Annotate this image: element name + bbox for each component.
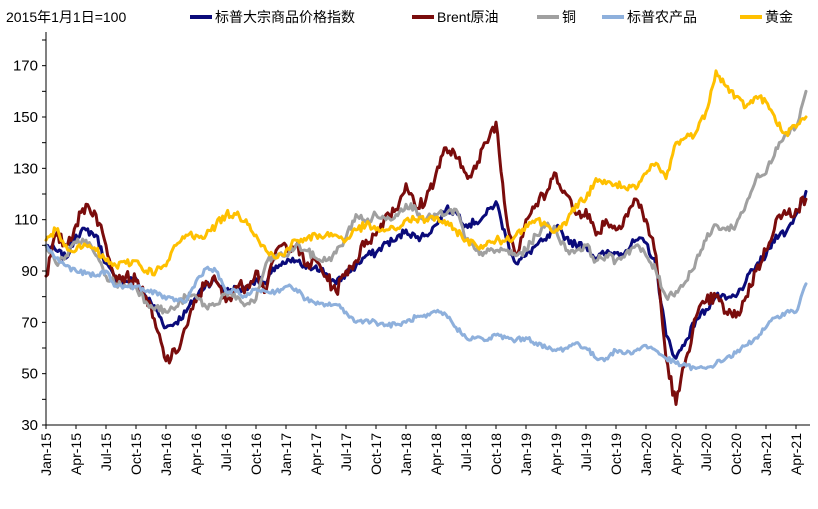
x-tick-label: Oct-16 [248,433,264,475]
y-tick-label: 70 [21,314,38,331]
y-tick-label: 90 [21,263,38,280]
legend-label-2: 铜 [562,9,576,25]
x-tick-label: Jul-19 [578,433,594,471]
y-tick-label: 150 [13,109,38,126]
legend-label-4: 黄金 [765,9,793,25]
y-tick-label: 30 [21,417,38,434]
x-tick-label: Apr-15 [68,433,84,475]
x-tick-label: Jan-16 [158,433,174,476]
x-tick-label: Jan-17 [278,433,294,476]
x-tick-label: Jan-21 [758,433,774,476]
x-tick-label: Apr-20 [668,433,684,475]
y-tick-label: 130 [13,160,38,177]
unit-label: 2015年1月1日=100 [6,9,126,25]
x-tick-label: Oct-18 [488,433,504,475]
x-tick-label: Oct-17 [368,433,384,475]
x-tick-label: Jul-15 [98,433,114,471]
series-line-4 [44,69,808,277]
series-line-3 [44,243,808,372]
x-tick-label: Apr-16 [188,433,204,475]
x-tick-label: Apr-19 [548,433,564,475]
series-line-0 [44,189,808,360]
axes-layer: 30 50 70 90 110 130 150 170 Jan-15 Apr-15 Jul-15 Oc… [13,32,810,476]
x-tick-label: Apr-21 [788,433,804,475]
y-tick-label: 170 [13,58,38,75]
x-tick-label: Oct-19 [608,433,624,475]
x-tick-label: Jan-18 [398,433,414,476]
series-line-1 [44,120,808,406]
x-tick-label: Jan-15 [38,433,54,476]
x-tick-label: Jul-16 [218,433,234,471]
series-layer [44,69,808,406]
y-tick-label: 50 [21,366,38,383]
x-tick-label: Jul-20 [698,433,714,471]
x-tick-label: Apr-18 [428,433,444,475]
legend-label-3: 标普农产品 [627,9,697,25]
legend-label-1: Brent原油 [437,9,498,25]
x-tick-label: Jul-18 [458,433,474,471]
x-tick-label: Apr-17 [308,433,324,475]
x-tick-label: Jul-17 [338,433,354,471]
x-tick-label: Jan-20 [638,433,654,476]
legend-label-0: 标普大宗商品价格指数 [215,9,355,25]
y-tick-label: 110 [14,212,38,229]
x-tick-label: Jan-19 [518,433,534,476]
x-tick-label: Oct-20 [728,433,744,475]
x-tick-label: Oct-15 [128,433,144,475]
legend: 标普大宗商品价格指数 Brent原油 铜 标普农产品 黄金 [190,9,793,25]
